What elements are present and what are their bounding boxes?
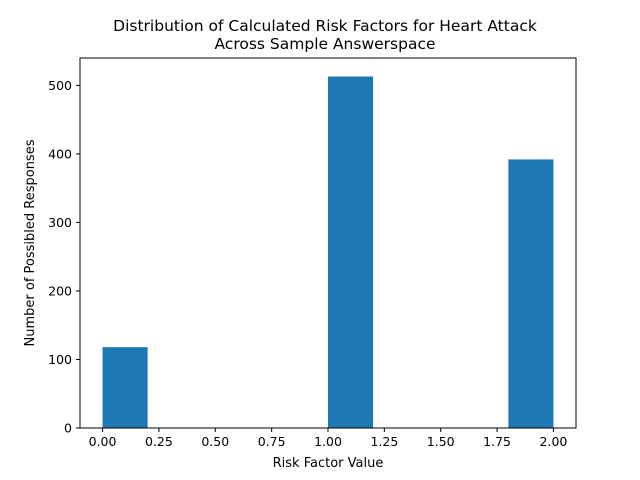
y-tick-label: 200 bbox=[48, 283, 72, 298]
x-tick-label: 0.00 bbox=[89, 434, 117, 449]
x-tick-label: 1.00 bbox=[314, 434, 342, 449]
y-axis-ticks: 0 100 200 300 400 500 bbox=[48, 78, 80, 436]
histogram-bar-1 bbox=[328, 76, 374, 428]
y-tick-label: 300 bbox=[48, 215, 72, 230]
y-tick-label: 100 bbox=[48, 352, 72, 367]
plot-frame bbox=[79, 57, 577, 429]
chart-subtitle: Across Sample Answerspace bbox=[214, 35, 435, 53]
x-tick-label: 2.00 bbox=[540, 434, 568, 449]
x-tick-label: 1.75 bbox=[483, 434, 511, 449]
y-axis-label: Number of Possibled Responses bbox=[23, 139, 38, 346]
histogram-bar-0 bbox=[102, 347, 148, 428]
x-axis-label: Risk Factor Value bbox=[273, 456, 384, 471]
x-tick-label: 0.50 bbox=[201, 434, 229, 449]
x-tick-label: 1.25 bbox=[370, 434, 398, 449]
x-tick-label: 0.25 bbox=[145, 434, 173, 449]
bars-group bbox=[102, 76, 554, 428]
histogram-bar-2 bbox=[508, 159, 554, 428]
x-axis-ticks: 0.00 0.25 0.50 0.75 1.00 1.25 1.50 1.75 2.00 bbox=[89, 428, 568, 449]
y-tick-label: 0 bbox=[64, 421, 72, 436]
x-tick-label: 0.75 bbox=[258, 434, 286, 449]
y-tick-label: 500 bbox=[48, 78, 72, 93]
chart-title: Distribution of Calculated Risk Factors … bbox=[113, 17, 537, 35]
y-tick-label: 400 bbox=[48, 146, 72, 161]
x-tick-label: 1.50 bbox=[427, 434, 455, 449]
